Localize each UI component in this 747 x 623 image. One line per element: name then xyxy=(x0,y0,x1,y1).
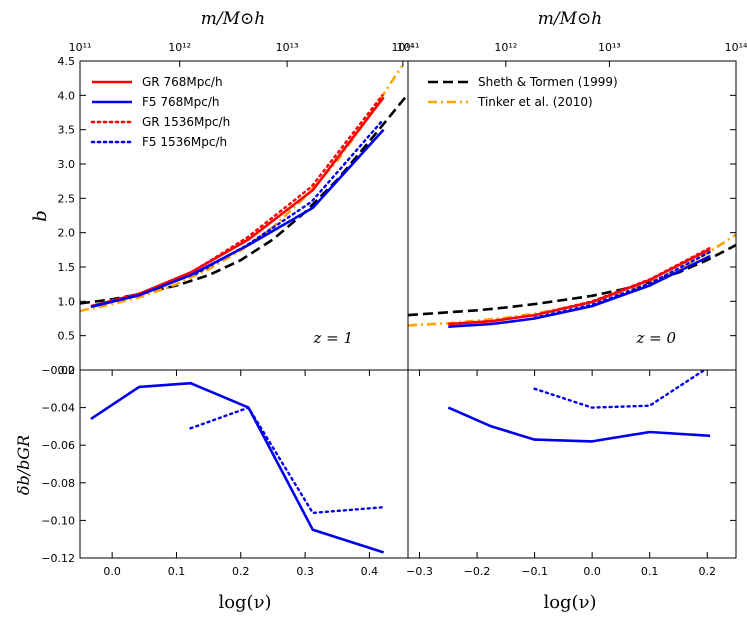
ytick-label: 1.0 xyxy=(58,295,76,308)
legend-label: F5 1536Mpc/h xyxy=(142,135,227,149)
ytick-label: 4.5 xyxy=(58,55,76,68)
ytick-label: −0.04 xyxy=(41,402,75,415)
top-tick-label: 10¹² xyxy=(494,41,517,54)
ytick-label: −0.10 xyxy=(41,514,75,527)
series-bottom-left-0 xyxy=(90,381,384,554)
series-bottom-right-0 xyxy=(447,406,711,443)
series-bottom-left-1 xyxy=(189,406,385,515)
xtick-label: 0.0 xyxy=(583,565,601,578)
panel-annotation-z1: z = 1 xyxy=(312,329,353,347)
top-tick-label: 10¹⁴ xyxy=(725,41,747,54)
x-axis-label-right: log(ν) xyxy=(543,592,596,613)
series-top-right-3 xyxy=(448,254,711,328)
y-axis-label-top: b xyxy=(30,210,51,222)
xtick-label: 0.3 xyxy=(296,565,314,578)
panel-top-left-series xyxy=(80,65,408,313)
xtick-label: 0.1 xyxy=(168,565,186,578)
panel-frame-top-left xyxy=(79,60,409,371)
top-axis-label-left: m/M⊙h xyxy=(201,9,265,29)
legend-label: GR 1536Mpc/h xyxy=(142,115,230,129)
panel-annotation-z0: z = 0 xyxy=(635,329,676,347)
ytick-label: 1.5 xyxy=(58,261,76,274)
series-top-left-2 xyxy=(90,96,385,308)
legend-label: Tinker et al. (2010) xyxy=(477,95,593,109)
xtick-label: 0.4 xyxy=(361,565,379,578)
xtick-label: −0.2 xyxy=(464,565,491,578)
top-tick-label: 10¹¹ xyxy=(397,41,420,54)
legend-label: GR 768Mpc/h xyxy=(142,75,223,89)
series-top-right-4 xyxy=(533,246,712,317)
legend-label: F5 768Mpc/h xyxy=(142,95,219,109)
top-tick-label: 10¹³ xyxy=(598,41,621,54)
x-axis-label-left: log(ν) xyxy=(218,592,271,613)
ytick-label: 0.0 xyxy=(58,364,76,377)
top-axis-label-right: m/M⊙h xyxy=(538,9,602,29)
ytick-label: −0.02 xyxy=(41,364,75,377)
top-tick-label: 10¹¹ xyxy=(69,41,92,54)
top-tick-label: 10¹³ xyxy=(276,41,299,54)
panel-bottom-right-series xyxy=(447,370,711,443)
series-top-left-4 xyxy=(194,94,384,271)
xtick-label: 0.1 xyxy=(641,565,659,578)
xtick-label: 0.2 xyxy=(232,565,250,578)
ytick-label: −0.12 xyxy=(41,552,75,565)
series-top-right-0 xyxy=(408,243,736,317)
series-top-right-2 xyxy=(448,247,711,326)
xtick-label: −0.3 xyxy=(406,565,433,578)
legend-left: GR 768Mpc/h F5 768Mpc/h GR 1536Mpc/h F5 153… xyxy=(90,75,230,149)
y-axis-label-bottom: δb/bGR xyxy=(14,435,33,495)
panel-bottom-left-series xyxy=(90,381,385,554)
ytick-label: 3.0 xyxy=(58,158,76,171)
top-tick-label: 10¹⁴ xyxy=(391,41,414,54)
panel-frame-bottom-right xyxy=(407,369,737,559)
series-top-right-5 xyxy=(533,250,712,319)
legend-label: Sheth & Tormen (1999) xyxy=(478,75,618,89)
series-bottom-right-1 xyxy=(533,370,707,409)
xtick-label: 0.0 xyxy=(103,565,121,578)
series-top-left-5 xyxy=(194,119,384,276)
ytick-label: 2.5 xyxy=(58,192,76,205)
series-top-left-3 xyxy=(90,128,385,309)
panel-top-right-series xyxy=(408,233,736,328)
legend-right: Sheth & Tormen (1999) Tinker et al. (2010… xyxy=(428,75,618,109)
ytick-label: −0.08 xyxy=(41,477,75,490)
xtick-label: −0.1 xyxy=(521,565,548,578)
ytick-label: −0.06 xyxy=(41,439,75,452)
ytick-label: 3.5 xyxy=(58,124,76,137)
top-tick-label: 10¹² xyxy=(168,41,191,54)
ytick-label: 4.0 xyxy=(58,89,76,102)
ytick-label: 2.0 xyxy=(58,227,76,240)
xtick-label: 0.2 xyxy=(698,565,716,578)
ytick-label: 0.5 xyxy=(58,330,76,343)
panel-frame-bottom-left xyxy=(79,369,409,559)
series-top-left-0 xyxy=(80,93,408,305)
